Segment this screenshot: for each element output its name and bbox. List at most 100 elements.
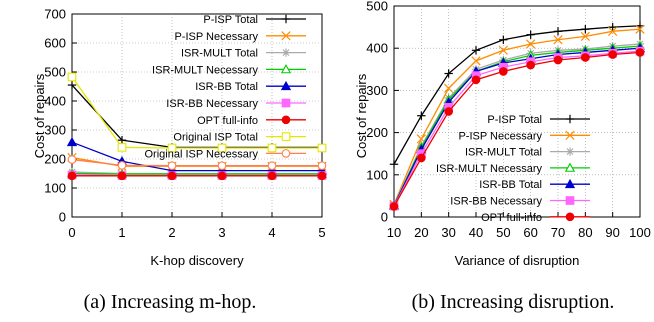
- series-line: [393, 45, 641, 206]
- legend-label: OPT full-info: [197, 115, 258, 127]
- data-point: [167, 143, 177, 153]
- data-point: [498, 45, 508, 55]
- legend-label: ISR-MULT Total: [181, 48, 258, 60]
- y-tick-label: 100: [44, 181, 66, 196]
- data-point: [117, 161, 127, 170]
- legend-marker: [564, 162, 576, 172]
- x-tick-label: 30: [441, 225, 455, 240]
- series-line: [393, 51, 641, 207]
- x-tick-label: 100: [629, 225, 651, 240]
- data-point: [635, 48, 645, 57]
- series-line: [71, 171, 322, 175]
- data-point: [553, 55, 563, 65]
- data-point: [471, 75, 481, 85]
- data-point: [417, 153, 426, 163]
- legend-marker: [280, 80, 292, 91]
- data-point: [553, 35, 563, 45]
- x-tick-label: 5: [318, 225, 325, 240]
- x-tick-label: 3: [218, 225, 225, 240]
- data-point: [117, 143, 127, 152]
- y-tick-label: 400: [44, 94, 66, 109]
- data-point: [416, 134, 426, 144]
- y-tick-label: 500: [366, 0, 388, 14]
- series-line: [71, 76, 322, 149]
- data-point: [526, 39, 536, 49]
- y-tick-label: 500: [44, 65, 66, 80]
- x-tick-label: 10: [387, 225, 401, 240]
- data-point: [66, 136, 78, 147]
- plot-frame-b: [393, 5, 641, 218]
- legend-marker: [564, 178, 576, 189]
- series-line: [393, 25, 641, 165]
- legend-label: P-ISP Total: [487, 114, 542, 126]
- y-tick-label: 200: [44, 152, 66, 167]
- data-point: [526, 60, 535, 70]
- data-point: [67, 72, 77, 82]
- legend-marker: [565, 130, 575, 140]
- legend-marker: [565, 196, 575, 205]
- y-tick-label: 0: [381, 210, 388, 225]
- legend-marker: [281, 115, 291, 125]
- figure-caption: (b) Increasing disruption.: [412, 291, 615, 313]
- y-axis-label: Cost of repairs: [354, 73, 369, 158]
- legend-label: P-ISP Total: [203, 14, 258, 26]
- series-original-isp-necessary: [67, 155, 327, 170]
- y-tick-label: 300: [44, 123, 66, 138]
- x-tick-label: 0: [68, 225, 75, 240]
- data-point: [317, 161, 327, 170]
- legend-label: ISR-BB Total: [479, 179, 542, 191]
- x-tick-label: 40: [469, 225, 483, 240]
- legend-marker: [566, 148, 574, 156]
- plot-frame-a: [71, 13, 323, 218]
- data-point: [444, 107, 453, 116]
- data-point: [608, 26, 618, 36]
- x-tick-label: 50: [496, 225, 510, 240]
- legend-label: ISR-BB Necessary: [450, 196, 542, 208]
- y-tick-label: 300: [366, 83, 388, 98]
- data-point: [581, 53, 590, 62]
- legend: P-ISP Total P-ISP Necessary ISR-MULT Total…: [436, 114, 590, 224]
- series-line: [393, 28, 641, 205]
- legend: P-ISP Total P-ISP Necessary ISR-MULT Total…: [144, 14, 306, 160]
- data-point: [608, 50, 617, 59]
- chart-panel-a: 0 100 200 300 400 500 600 700 0 1 2 3 4 5 K-hop discov…: [32, 7, 328, 313]
- data-point: [67, 171, 77, 181]
- data-point: [499, 67, 508, 76]
- series-p-isp-total: [389, 21, 645, 169]
- legend-marker: [280, 64, 292, 74]
- legend-label: Original ISP Necessary: [144, 148, 258, 160]
- data-point: [317, 143, 327, 153]
- legend-marker: [281, 149, 291, 158]
- y-tick-label: 400: [366, 41, 388, 56]
- data-point: [117, 171, 127, 181]
- y-tick-label: 600: [44, 36, 66, 51]
- x-tick-label: 70: [551, 225, 565, 240]
- legend-marker: [281, 31, 291, 41]
- x-tick-label: 20: [414, 225, 428, 240]
- data-point: [317, 171, 327, 181]
- legend-label: ISR-BB Necessary: [166, 98, 258, 110]
- legend-label: P-ISP Necessary: [174, 31, 258, 43]
- data-point: [635, 24, 645, 34]
- legend-label: ISR-BB Total: [195, 81, 258, 93]
- y-axis-label: Cost of repairs: [32, 73, 47, 158]
- legend-label: OPT full-info: [481, 212, 542, 224]
- data-point: [580, 31, 590, 42]
- series-line: [71, 158, 322, 167]
- y-tick-label: 100: [366, 167, 388, 182]
- series-line: [71, 172, 322, 175]
- legend-marker: [281, 132, 291, 141]
- data-point: [267, 143, 277, 153]
- x-tick-label: 1: [118, 225, 125, 240]
- series-opt-full-info: [389, 48, 645, 211]
- y-tick-label: 200: [366, 125, 388, 140]
- figure-caption: (a) Increasing m-hop.: [84, 291, 257, 313]
- series-original-isp-total: [67, 72, 327, 153]
- x-tick-label: 80: [578, 225, 592, 240]
- chart-panel-b: 0 100 200 300 400 500 10 20 30 40 50 60 70 80 90 100 Var…: [354, 0, 651, 313]
- legend-marker: [281, 98, 291, 108]
- legend-label: ISR-MULT Necessary: [436, 163, 542, 175]
- x-tick-label: 4: [268, 225, 275, 240]
- data-point: [167, 161, 177, 170]
